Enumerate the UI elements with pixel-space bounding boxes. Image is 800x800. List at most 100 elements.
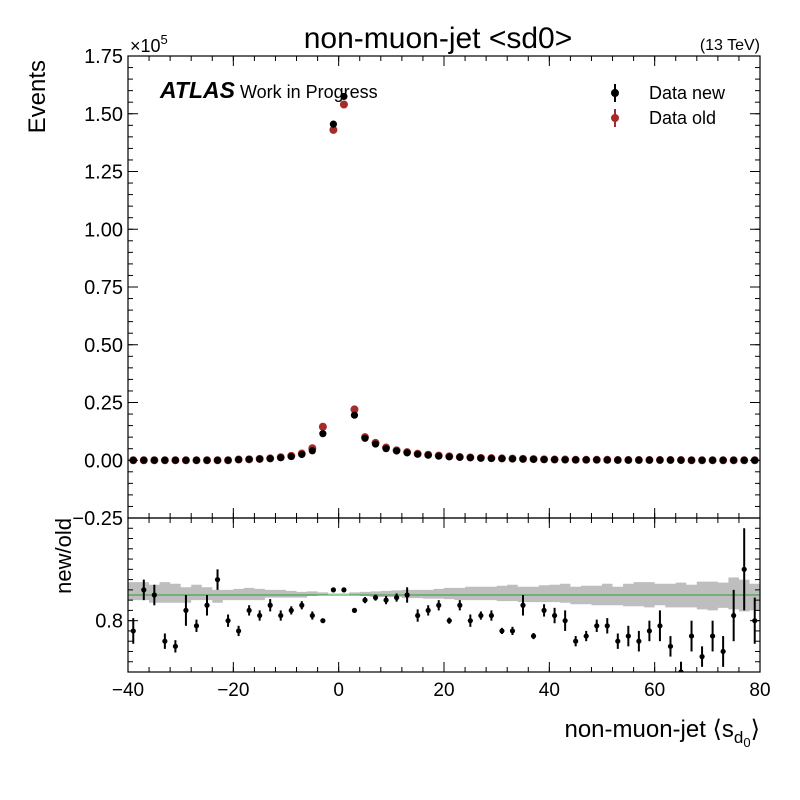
x-axis-label: non-muon-jet ⟨sd0⟩ [564,716,760,750]
data-new-point [498,455,506,463]
ratio-point [394,594,400,601]
data-new-point [308,447,316,455]
ratio-point [646,628,653,634]
ratio-point [183,607,189,614]
main-points [129,92,759,465]
ratio-point [257,612,263,619]
ratio-point [130,628,136,634]
ratio-point [499,628,505,634]
x-axis-label-main: non-muon-jet ⟨s [564,716,733,743]
ratio-point [541,607,547,614]
legend-old-marker [611,114,619,122]
data-new-point [593,456,601,464]
data-new-point [719,456,727,464]
ratio-point [457,602,463,608]
data-new-point [235,455,243,464]
data-new-point [466,454,474,462]
ratio-point [741,566,747,572]
ratio-y-axis-label: new/old [51,518,76,594]
y-multiplier-exp: 5 [161,32,168,47]
ratio-band [128,577,760,612]
atlas-text: ATLAS [159,77,236,103]
ratio-point [478,612,484,619]
ratio-point [552,612,558,619]
data-new-point [656,456,664,464]
x-axis-label-subsub: 0 [743,735,750,750]
data-new-point [350,411,359,419]
y-tick-label: 1.75 [84,46,123,68]
data-new-point [730,456,738,464]
data-new-point [456,453,464,461]
data-new-point [298,450,306,459]
data-new-point [687,456,696,464]
ratio-points [130,528,758,672]
data-new-point [182,456,190,464]
data-new-point [382,445,390,453]
data-new-point [508,455,517,463]
data-new-point [393,447,401,455]
ratio-point [699,654,705,660]
x-tick-label: 20 [433,680,454,701]
data-old-point [339,100,348,109]
ratio-point [267,602,273,608]
chart-title: non-muon-jet <sd0> [304,22,573,55]
energy-label: (13 TeV) [700,37,760,54]
x-tick-label: 0 [333,680,344,701]
ratio-point [330,587,336,593]
data-new-point [603,456,611,464]
ratio-point [141,587,147,593]
ratio-point [162,638,168,644]
ratio-point [236,628,242,634]
data-new-point [161,456,169,464]
data-new-point [477,454,485,462]
data-new-point [256,455,264,463]
legend-old-label: Data old [649,108,716,128]
data-new-point [561,456,569,464]
data-new-point [414,450,422,458]
data-new-point [445,453,453,461]
ratio-point [583,633,589,639]
ratio-point [436,602,442,608]
ratio-point [383,597,389,603]
data-new-point [192,456,201,464]
y-axis-label: Events [24,60,51,133]
data-new-point [361,434,369,442]
data-new-point [582,456,590,464]
ratio-point [362,597,368,603]
ratio-point [573,638,579,644]
data-new-point [540,455,548,464]
data-new-point [666,456,675,464]
data-new-point [709,456,717,464]
ratio-point [193,623,200,629]
data-old-point [318,422,327,431]
ratio-point [415,612,421,619]
experiment-label: ATLAS Work in Progress [159,77,378,103]
data-new-point [213,456,222,464]
ratio-point [530,633,537,639]
ratio-point [372,594,379,601]
ratio-point [731,612,737,619]
data-new-point [551,455,559,464]
ratio-point [710,633,716,639]
ratio-point [299,602,305,608]
y-tick-label: −0.25 [72,508,123,530]
ratio-point [151,592,157,598]
ratio-point [320,618,326,624]
data-new-point [403,449,411,457]
legend: Data new Data old [611,83,726,128]
x-tick-label: 40 [539,680,560,701]
data-new-point [171,456,179,464]
ratio-point [604,623,610,629]
ratio-point [214,577,221,583]
y-tick-label: 1.00 [84,219,123,241]
data-old-point [329,125,338,134]
data-new-point [140,456,148,464]
data-new-point [677,456,685,464]
data-new-point [519,455,527,463]
ratio-point [509,628,516,634]
x-tick-label: 80 [749,680,770,701]
ratio-point [488,612,494,619]
data-new-point [224,456,232,464]
legend-new-label: Data new [649,83,726,103]
